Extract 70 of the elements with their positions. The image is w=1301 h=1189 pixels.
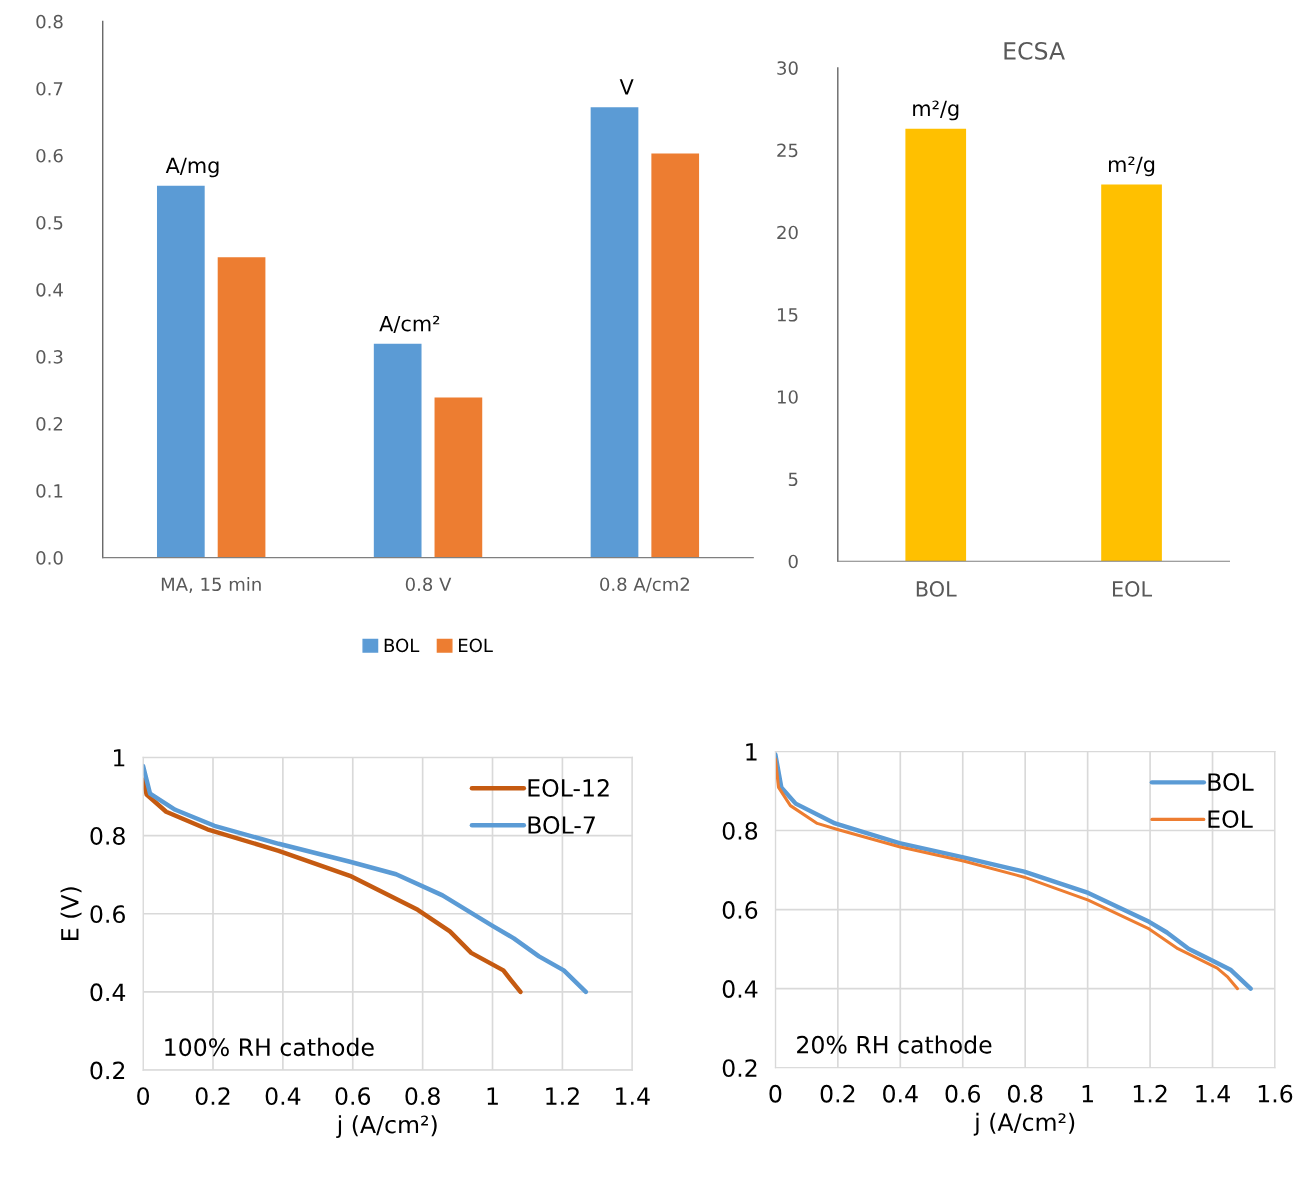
y-tick-label: 0.3 xyxy=(36,350,63,364)
y-tick-label: 0.2 xyxy=(90,1061,125,1080)
x-tick-label: 1.2 xyxy=(1133,1084,1167,1103)
x-axis-title: j (A/cm²) xyxy=(336,1115,437,1139)
bar xyxy=(590,107,639,558)
annotation: m²/g xyxy=(1108,156,1155,177)
y-tick-label: 20 xyxy=(777,225,798,240)
x-tick-label: 1 xyxy=(1082,1085,1093,1103)
x-tick-label: 0.8 xyxy=(405,1087,440,1106)
x-axis-title: j (A/cm²) xyxy=(973,1112,1075,1136)
x-tick-label: 0.4 xyxy=(265,1087,301,1106)
y-tick-label: 25 xyxy=(777,143,798,158)
legend-label: BOL xyxy=(1208,773,1254,791)
bar xyxy=(373,343,422,558)
x-tick-label: MA, 15 min xyxy=(161,577,261,593)
bar xyxy=(156,185,205,558)
x-tick-label: 0.6 xyxy=(335,1087,371,1106)
bar xyxy=(434,397,483,558)
y-tick-label: 0.5 xyxy=(36,215,63,230)
x-tick-label: EOL xyxy=(1113,581,1153,597)
y-tick-label: 0.0 xyxy=(36,551,63,565)
y-tick-label: 30 xyxy=(777,61,798,75)
x-tick-label: 1.6 xyxy=(1258,1084,1293,1103)
y-tick-label: 0.1 xyxy=(36,484,63,498)
x-tick-label: 0.2 xyxy=(195,1087,230,1106)
x-tick-label: 1 xyxy=(487,1087,498,1105)
y-tick-label: 5 xyxy=(788,472,798,487)
annotation: A/mg xyxy=(165,157,219,178)
y-tick-label: 15 xyxy=(777,308,798,322)
annotation: A/cm² xyxy=(379,315,440,334)
y-tick-label: 0.7 xyxy=(36,81,63,96)
y-tick-label: 1 xyxy=(114,749,125,767)
y-tick-label: 0.8 xyxy=(722,821,758,840)
y-tick-label: 10 xyxy=(777,390,798,404)
y-tick-label: 0.8 xyxy=(90,827,125,845)
y-tick-label: 0.2 xyxy=(36,417,63,431)
x-tick-label: 0.2 xyxy=(820,1084,855,1103)
annotation: 100% RH cathode xyxy=(165,1037,374,1057)
annotation: m²/g xyxy=(913,100,959,121)
y-tick-label: 0.6 xyxy=(90,905,125,924)
y-tick-label: 0.6 xyxy=(722,901,758,919)
y-tick-label: 1 xyxy=(746,743,757,761)
y-tick-label: 0.4 xyxy=(36,282,63,297)
annotation: 20% RH cathode xyxy=(797,1035,992,1054)
y-tick-label: 0.4 xyxy=(722,980,758,998)
legend-label: EOL xyxy=(1208,810,1253,828)
x-tick-label: 0.4 xyxy=(883,1084,918,1103)
x-tick-label: 1.4 xyxy=(616,1087,650,1105)
annotation: V xyxy=(619,79,634,95)
legend-label: EOL xyxy=(459,638,493,653)
y-tick-label: 0 xyxy=(788,554,798,569)
y-axis-title: E (V) xyxy=(60,887,82,940)
x-tick-label: 0.8 V xyxy=(405,577,452,592)
y-tick-label: 0.4 xyxy=(90,983,126,1002)
bar xyxy=(651,153,700,558)
y-tick-label: 0.8 xyxy=(36,14,63,29)
y-tick-label: 0.6 xyxy=(36,148,63,163)
chart-title: ECSA xyxy=(1004,41,1065,60)
x-tick-label: 0.6 xyxy=(945,1084,981,1103)
legend-label: BOL xyxy=(384,638,420,653)
legend-label: EOL-12 xyxy=(528,779,609,797)
x-tick-label: 0 xyxy=(137,1087,150,1106)
y-tick-label: 0.2 xyxy=(722,1059,757,1078)
x-tick-label: 0.8 xyxy=(1007,1084,1043,1103)
legend-label: BOL-7 xyxy=(528,816,595,834)
x-tick-label: 1.2 xyxy=(546,1087,579,1105)
bar xyxy=(217,257,266,558)
x-tick-label: 1.4 xyxy=(1196,1085,1230,1103)
x-tick-label: BOL xyxy=(916,581,957,597)
x-tick-label: 0.8 A/cm2 xyxy=(600,577,689,593)
